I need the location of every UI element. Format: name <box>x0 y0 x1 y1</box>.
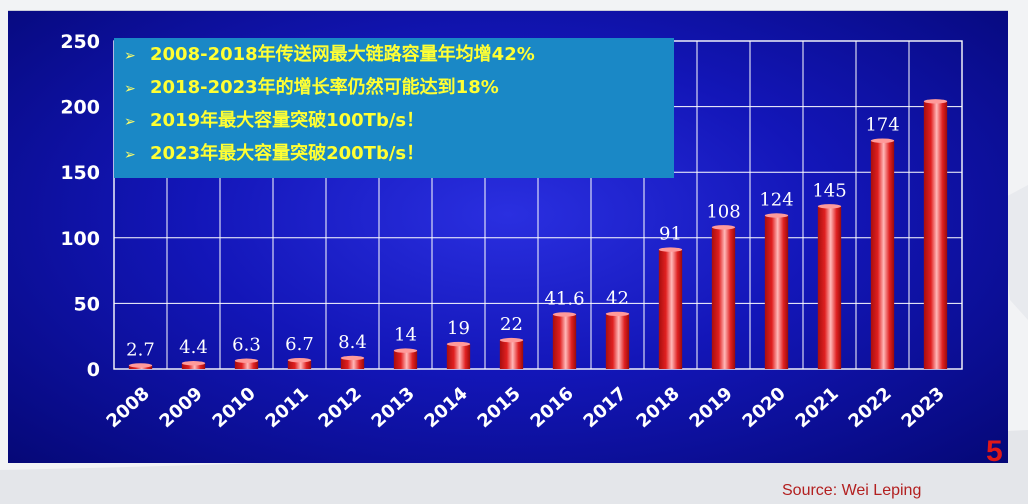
bar <box>817 206 842 369</box>
bar-cap <box>658 247 683 252</box>
x-tick-label: 2018 <box>633 383 684 432</box>
bar-cap <box>923 99 948 104</box>
annotation-text: 2019年最大容量突破100Tb/s！ <box>150 110 425 131</box>
bar-cap <box>711 225 736 230</box>
data-label: 2.7 <box>126 339 155 360</box>
y-tick-label: 250 <box>60 31 100 53</box>
annotation-item: ➢ 2019年最大容量突破100Tb/s！ <box>124 108 424 134</box>
x-tick-label: 2022 <box>845 383 896 432</box>
bar-cap <box>552 312 577 317</box>
bar <box>605 313 630 369</box>
data-label: 174 <box>865 115 899 136</box>
bar-cap <box>234 358 259 363</box>
arrow-bullet-icon: ➢ <box>124 114 136 130</box>
data-label: 4.4 <box>179 337 208 358</box>
y-tick-label: 150 <box>60 162 100 184</box>
annotation-text: 2018-2023年的增长率仍然可能达到18% <box>150 77 499 98</box>
y-tick-label: 100 <box>60 228 100 250</box>
data-label: 6.7 <box>285 334 314 355</box>
bar-chart: 0 50 100 150 200 250 2.7 2008 4.4 2009 6.3 2010 6.7 2… <box>60 31 963 432</box>
y-tick-label: 0 <box>87 359 100 381</box>
bar <box>658 249 683 369</box>
y-tick-label: 50 <box>74 293 100 315</box>
x-tick-label: 2021 <box>792 383 843 432</box>
bar <box>923 101 948 370</box>
page-number: 5 <box>986 435 1003 468</box>
bar <box>764 215 789 369</box>
data-label: 6.3 <box>232 335 261 356</box>
x-tick-label: 2015 <box>474 383 525 432</box>
x-tick-label: 2014 <box>421 383 472 432</box>
annotation-box: ➢ 2008-2018年传送网最大链路容量年均增42% ➢ 2018-2023年的增… <box>114 38 674 178</box>
arrow-bullet-icon: ➢ <box>124 48 136 64</box>
y-tick-label: 200 <box>60 97 100 119</box>
data-label: 14 <box>394 325 417 346</box>
arrow-bullet-icon: ➢ <box>124 81 136 97</box>
bar-cap <box>499 337 524 343</box>
x-tick-label: 2008 <box>103 383 154 432</box>
bar-cap <box>287 358 312 363</box>
data-label: 108 <box>706 201 740 222</box>
x-tick-label: 2012 <box>315 383 366 432</box>
annotation-text: 2008-2018年传送网最大链路容量年均增42% <box>150 44 535 65</box>
bar <box>393 350 418 369</box>
bar-cap <box>764 213 789 218</box>
source-note: Source: Wei Leping <box>782 482 922 499</box>
x-tick-label: 2009 <box>156 383 207 432</box>
x-tick-label: 2013 <box>368 383 419 432</box>
bar-cap <box>181 361 206 366</box>
bar <box>552 314 577 369</box>
data-label: 91 <box>659 224 682 245</box>
annotation-item: ➢ 2008-2018年传送网最大链路容量年均增42% <box>124 42 535 68</box>
bar-cap <box>817 204 842 209</box>
chart-panel: 0 50 100 150 200 250 2.7 2008 4.4 2009 6.3 2010 6.7 2… <box>8 10 1008 468</box>
annotation-item: ➢ 2018-2023年的增长率仍然可能达到18% <box>124 75 499 101</box>
x-tick-label: 2017 <box>580 383 631 432</box>
data-label: 41.6 <box>544 288 584 309</box>
bar-cap <box>446 341 471 347</box>
bar-cap <box>393 348 418 353</box>
x-tick-label: 2010 <box>209 383 260 432</box>
bar-cap <box>128 363 153 368</box>
x-tick-label: 2016 <box>527 383 578 432</box>
arrow-bullet-icon: ➢ <box>124 147 136 163</box>
bar <box>340 357 365 369</box>
bar-cap <box>605 311 630 317</box>
x-tick-label: 2019 <box>686 383 737 432</box>
bar <box>446 344 471 369</box>
x-tick-label: 2020 <box>739 383 790 432</box>
data-label: 19 <box>447 318 470 339</box>
data-label: 42 <box>606 288 629 309</box>
bar-cap <box>340 355 365 361</box>
annotation-text: 2023年最大容量突破200Tb/s！ <box>150 143 425 164</box>
bar <box>711 227 736 369</box>
bar <box>870 140 895 369</box>
bar-cap <box>870 138 895 143</box>
bar <box>287 360 312 369</box>
annotation-item: ➢ 2023年最大容量突破200Tb/s！ <box>124 141 424 167</box>
bar <box>181 363 206 369</box>
data-label: 8.4 <box>338 332 367 353</box>
data-label: 124 <box>759 189 793 210</box>
x-tick-label: 2011 <box>262 383 313 432</box>
data-label: 22 <box>500 314 523 335</box>
x-tick-label: 2023 <box>898 383 949 432</box>
bar <box>234 360 259 369</box>
data-label: 145 <box>812 180 846 201</box>
bar <box>499 340 524 369</box>
